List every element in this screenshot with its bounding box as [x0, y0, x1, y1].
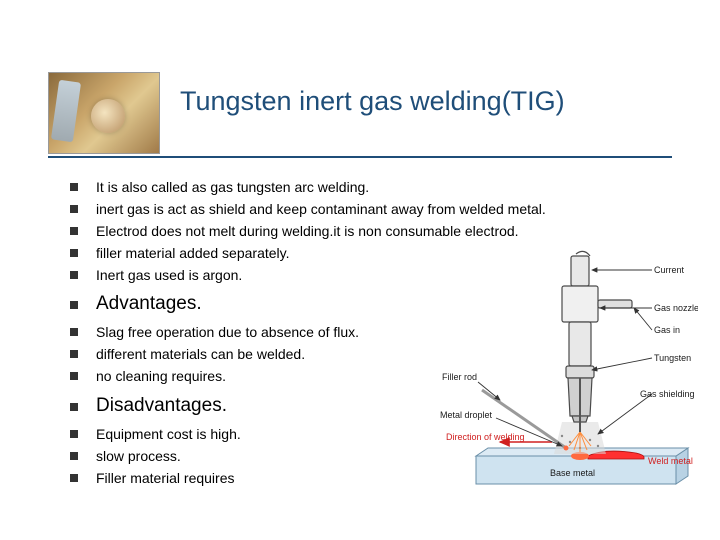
intro-text: filler material added separately.: [96, 244, 290, 263]
thumbnail-image: [48, 72, 160, 154]
intro-text: It is also called as gas tungsten arc we…: [96, 178, 369, 197]
square-bullet-icon: [70, 301, 78, 309]
square-bullet-icon: [70, 271, 78, 279]
intro-text: inert gas is act as shield and keep cont…: [96, 200, 546, 219]
diagram-label-gas-nozzle: Gas nozzle: [654, 303, 698, 313]
square-bullet-icon: [70, 430, 78, 438]
square-bullet-icon: [70, 227, 78, 235]
advantage-text: Slag free operation due to absence of fl…: [96, 323, 359, 342]
square-bullet-icon: [70, 350, 78, 358]
disadvantage-text: Filler material requires: [96, 469, 234, 488]
tig-diagram: Current Gas nozzle Gas in Tungsten Gas s…: [440, 250, 698, 498]
advantage-text: no cleaning requires.: [96, 367, 226, 386]
list-item: Electrod does not melt during welding.it…: [70, 222, 670, 241]
disadvantage-text: Equipment cost is high.: [96, 425, 241, 444]
square-bullet-icon: [70, 372, 78, 380]
diagram-label-filler-rod: Filler rod: [442, 372, 477, 382]
header: Tungsten inert gas welding(TIG): [0, 0, 720, 160]
diagram-label-gas-shielding: Gas shielding: [640, 389, 695, 399]
disadvantages-heading: Disadvantages.: [96, 395, 227, 417]
square-bullet-icon: [70, 403, 78, 411]
advantages-heading: Advantages.: [96, 293, 202, 315]
diagram-label-metal-droplet: Metal droplet: [440, 410, 493, 420]
list-item: inert gas is act as shield and keep cont…: [70, 200, 670, 219]
diagram-label-weld-metal: Weld metal: [648, 456, 693, 466]
diagram-label-gas-in: Gas in: [654, 325, 680, 335]
diagram-label-base-metal: Base metal: [550, 468, 595, 478]
square-bullet-icon: [70, 474, 78, 482]
disadvantage-text: slow process.: [96, 447, 181, 466]
intro-text: Inert gas used is argon.: [96, 266, 242, 285]
square-bullet-icon: [70, 183, 78, 191]
list-item: It is also called as gas tungsten arc we…: [70, 178, 670, 197]
intro-text: Electrod does not melt during welding.it…: [96, 222, 519, 241]
advantage-text: different materials can be welded.: [96, 345, 305, 364]
square-bullet-icon: [70, 328, 78, 336]
diagram-label-tungsten: Tungsten: [654, 353, 691, 363]
diagram-label-current: Current: [654, 265, 685, 275]
square-bullet-icon: [70, 249, 78, 257]
square-bullet-icon: [70, 205, 78, 213]
title-underline: [48, 156, 672, 158]
diagram-label-direction: Direction of welding: [446, 432, 525, 442]
page-title: Tungsten inert gas welding(TIG): [180, 86, 565, 117]
square-bullet-icon: [70, 452, 78, 460]
